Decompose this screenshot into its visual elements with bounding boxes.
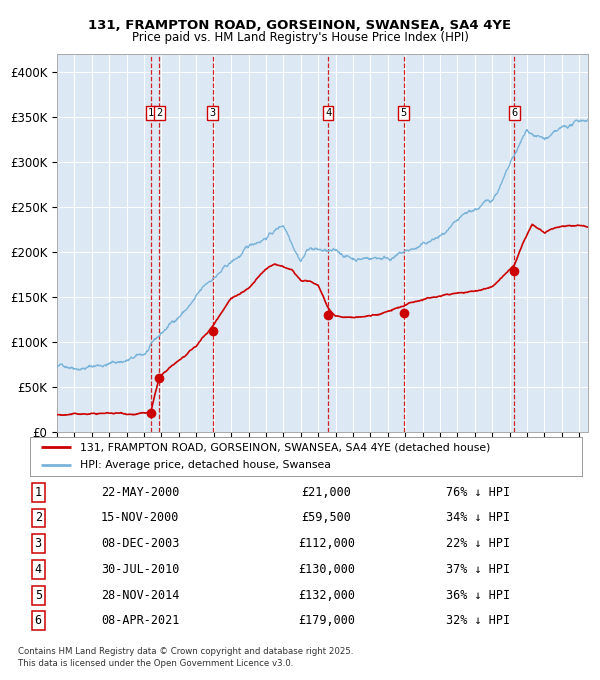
Text: £130,000: £130,000: [298, 563, 355, 576]
Text: 3: 3: [35, 537, 42, 550]
Text: £179,000: £179,000: [298, 615, 355, 628]
Text: 76% ↓ HPI: 76% ↓ HPI: [446, 486, 509, 498]
Text: 6: 6: [511, 108, 517, 118]
Text: 34% ↓ HPI: 34% ↓ HPI: [446, 511, 509, 524]
Text: 08-DEC-2003: 08-DEC-2003: [101, 537, 179, 550]
Text: 30-JUL-2010: 30-JUL-2010: [101, 563, 179, 576]
Text: 36% ↓ HPI: 36% ↓ HPI: [446, 589, 509, 602]
Text: 08-APR-2021: 08-APR-2021: [101, 615, 179, 628]
Text: 1: 1: [148, 108, 154, 118]
Text: 28-NOV-2014: 28-NOV-2014: [101, 589, 179, 602]
Text: HPI: Average price, detached house, Swansea: HPI: Average price, detached house, Swan…: [80, 460, 331, 471]
Text: 4: 4: [325, 108, 331, 118]
Text: 22-MAY-2000: 22-MAY-2000: [101, 486, 179, 498]
Text: 4: 4: [35, 563, 42, 576]
Text: £21,000: £21,000: [301, 486, 351, 498]
Text: 1: 1: [35, 486, 42, 498]
Text: Contains HM Land Registry data © Crown copyright and database right 2025.
This d: Contains HM Land Registry data © Crown c…: [18, 647, 353, 668]
Text: £59,500: £59,500: [301, 511, 351, 524]
Text: 2: 2: [156, 108, 163, 118]
Text: 131, FRAMPTON ROAD, GORSEINON, SWANSEA, SA4 4YE (detached house): 131, FRAMPTON ROAD, GORSEINON, SWANSEA, …: [80, 442, 490, 452]
Text: 37% ↓ HPI: 37% ↓ HPI: [446, 563, 509, 576]
Text: 5: 5: [35, 589, 42, 602]
Text: £132,000: £132,000: [298, 589, 355, 602]
Text: 3: 3: [209, 108, 216, 118]
Text: 5: 5: [401, 108, 407, 118]
Text: 2: 2: [35, 511, 42, 524]
Text: £112,000: £112,000: [298, 537, 355, 550]
Text: 22% ↓ HPI: 22% ↓ HPI: [446, 537, 509, 550]
Text: 32% ↓ HPI: 32% ↓ HPI: [446, 615, 509, 628]
Text: 6: 6: [35, 615, 42, 628]
Text: 15-NOV-2000: 15-NOV-2000: [101, 511, 179, 524]
Text: 131, FRAMPTON ROAD, GORSEINON, SWANSEA, SA4 4YE: 131, FRAMPTON ROAD, GORSEINON, SWANSEA, …: [88, 19, 512, 33]
Text: Price paid vs. HM Land Registry's House Price Index (HPI): Price paid vs. HM Land Registry's House …: [131, 31, 469, 44]
